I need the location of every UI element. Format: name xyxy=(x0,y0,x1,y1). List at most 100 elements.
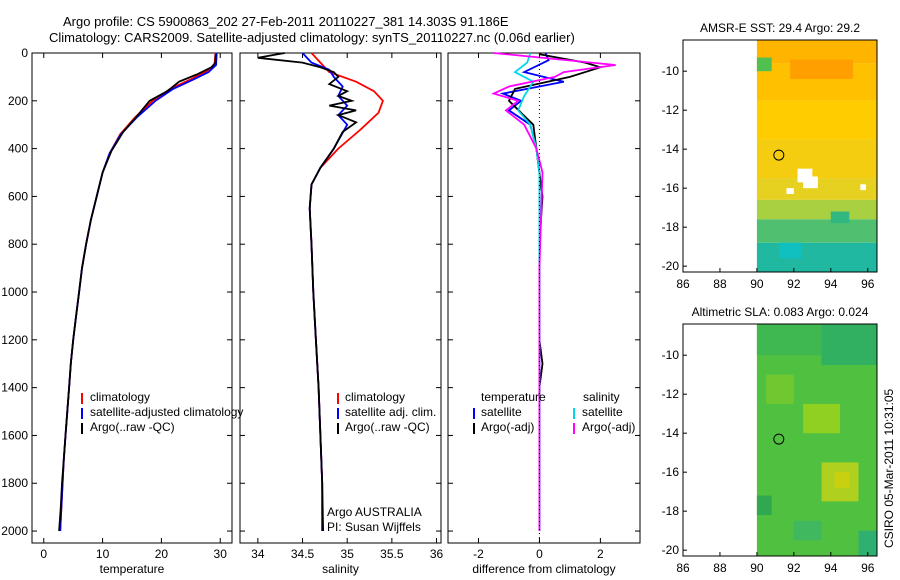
temperature-legend-label: climatology xyxy=(90,390,150,404)
sla_map-cell xyxy=(821,324,877,365)
sst_map-cell xyxy=(756,242,877,272)
temperature-ytick-label: 0 xyxy=(21,46,28,60)
temperature-ytick-label: 1000 xyxy=(1,285,28,299)
sst_map-xtick-label: 88 xyxy=(713,277,727,291)
sst_map-cell xyxy=(756,100,877,140)
sla_map-ytick-label: -12 xyxy=(662,387,680,401)
title-line-2: Climatology: CARS2009. Satellite-adjuste… xyxy=(49,30,575,45)
temperature-ytick-label: 200 xyxy=(8,94,28,108)
salinity-xtick-label: 35 xyxy=(341,547,355,561)
difference-series-line xyxy=(513,52,541,531)
temperature-legend-label: Argo(..raw -QC) xyxy=(90,420,175,434)
sla_map-cell xyxy=(803,403,841,434)
difference-legend-label: Argo(-adj) xyxy=(582,420,635,434)
difference-frame xyxy=(447,52,641,544)
salinity-xtick-label: 36 xyxy=(430,547,444,561)
sst_map-ytick-label: -14 xyxy=(662,142,680,156)
temperature-legend-label: satellite-adjusted climatology xyxy=(90,405,243,419)
sst_map-cell xyxy=(756,178,877,200)
sst_map-ytick-label: -20 xyxy=(662,259,680,273)
difference-legend-label: satellite xyxy=(481,405,522,419)
sla_map-cell xyxy=(756,495,772,516)
salinity-xtick-label: 34.5 xyxy=(291,547,315,561)
difference-xtick-label: 0 xyxy=(536,547,543,561)
temperature-series-line xyxy=(59,52,218,532)
sst_map-xtick-label: 94 xyxy=(824,277,838,291)
sst_map-xtick-label: 96 xyxy=(861,277,875,291)
difference-xtick-label: 2 xyxy=(597,547,604,561)
temperature-ytick-label: 400 xyxy=(8,142,28,156)
sla_map-frame xyxy=(682,323,878,557)
salinity-series-line xyxy=(257,52,358,532)
sla_map-xtick-label: 92 xyxy=(787,561,801,575)
temperature-xtick-label: 20 xyxy=(155,547,169,561)
sla_map-cell xyxy=(793,520,822,541)
sst_map-cell xyxy=(830,211,850,224)
sla_map-cell xyxy=(766,374,794,404)
temperature-ytick-label: 1600 xyxy=(1,428,28,442)
salinity-xtick-label: 35.5 xyxy=(380,547,404,561)
sla_map-ytick-label: -14 xyxy=(662,426,680,440)
sst_map-cell xyxy=(803,176,818,189)
temperature-series-line xyxy=(58,54,217,532)
sst_map-xtick-label: 92 xyxy=(787,277,801,291)
sla_map-xtick-label: 90 xyxy=(750,561,764,575)
salinity-frame xyxy=(239,52,442,544)
difference-legend-label: satellite xyxy=(582,405,623,419)
sla_map-xtick-label: 86 xyxy=(676,561,690,575)
temperature-ytick-label: 1400 xyxy=(1,381,28,395)
sst_map-ytick-label: -12 xyxy=(662,103,680,117)
sst_map-xtick-label: 90 xyxy=(750,277,764,291)
difference-series-line xyxy=(491,52,616,531)
sst_map-xtick-label: 86 xyxy=(676,277,690,291)
sst_map-cell xyxy=(756,40,877,64)
temperature-ytick-label: 600 xyxy=(8,189,28,203)
sst-map-panel: 86 88 90 92 94 96 -10 -12 -14 -16 -18 -20 AMSR-E SST… xyxy=(662,21,878,291)
title-line-1: Argo profile: CS 5900863_202 27-Feb-2011… xyxy=(63,14,509,29)
temperature-panel: 0 10 20 30 0 200 400 600 800 1000 1200 1400 1600 1800… xyxy=(1,46,243,576)
salinity-xtick-label: 34 xyxy=(251,547,265,561)
salinity-legend-label: climatology xyxy=(345,390,405,404)
salinity-panel: 34 34.5 35 35.5 36 salinity climatologysatelli… xyxy=(239,52,444,576)
salinity-series-line xyxy=(301,52,349,531)
temperature-series-line xyxy=(59,52,217,532)
sla_map-ytick-label: -20 xyxy=(662,543,680,557)
sst_map-cell xyxy=(756,219,877,243)
sla_map-xtick-label: 94 xyxy=(824,561,838,575)
sla_map-xtick-label: 96 xyxy=(861,561,875,575)
sst_map-cell xyxy=(786,188,794,195)
difference-xlabel: difference from climatology xyxy=(472,562,615,576)
sst_map-cell xyxy=(756,199,877,220)
difference-xtick-label: -2 xyxy=(473,547,484,561)
temperature-ytick-label: 2000 xyxy=(1,524,28,538)
sst_map-ytick-label: -10 xyxy=(662,64,680,78)
salinity-annotation: PI: Susan Wijffels xyxy=(327,520,421,534)
sla_map-title: Altimetric SLA: 0.083 Argo: 0.024 xyxy=(692,305,869,319)
sst_map-cell xyxy=(790,59,853,79)
sla_map-ytick-label: -16 xyxy=(662,465,680,479)
sla-map-panel: 86 88 90 92 94 96 -10 -12 -14 -16 -18 -20 Altimetric… xyxy=(662,305,878,575)
sst_map-argo-marker xyxy=(773,149,785,161)
sla_map-cell xyxy=(834,472,850,488)
side-stamp: CSIRO 05-Mar-2011 10:31:05 xyxy=(882,388,896,548)
temperature-ytick-label: 1200 xyxy=(1,333,28,347)
difference-legend-label: Argo(-adj) xyxy=(481,420,534,434)
temperature-xlabel: temperature xyxy=(100,562,165,576)
temperature-xtick-label: 30 xyxy=(214,547,228,561)
salinity-legend-label: satellite adj. clim. xyxy=(345,405,436,419)
salinity-annotation: Argo AUSTRALIA xyxy=(327,505,422,519)
difference-series-line xyxy=(507,53,604,531)
sst_map-cell xyxy=(756,57,772,72)
salinity-legend-label: Argo(..raw -QC) xyxy=(345,420,430,434)
sla_map-argo-marker xyxy=(773,433,785,445)
sla_map-cell xyxy=(858,530,877,556)
difference-legend-label: temperature xyxy=(481,390,546,404)
sst_map-cell xyxy=(860,184,866,191)
salinity-xlabel: salinity xyxy=(322,562,359,576)
sla_map-ytick-label: -18 xyxy=(662,504,680,518)
temperature-xtick-label: 10 xyxy=(96,547,110,561)
sst_map-cell xyxy=(756,139,877,179)
sla_map-ytick-label: -10 xyxy=(662,348,680,362)
